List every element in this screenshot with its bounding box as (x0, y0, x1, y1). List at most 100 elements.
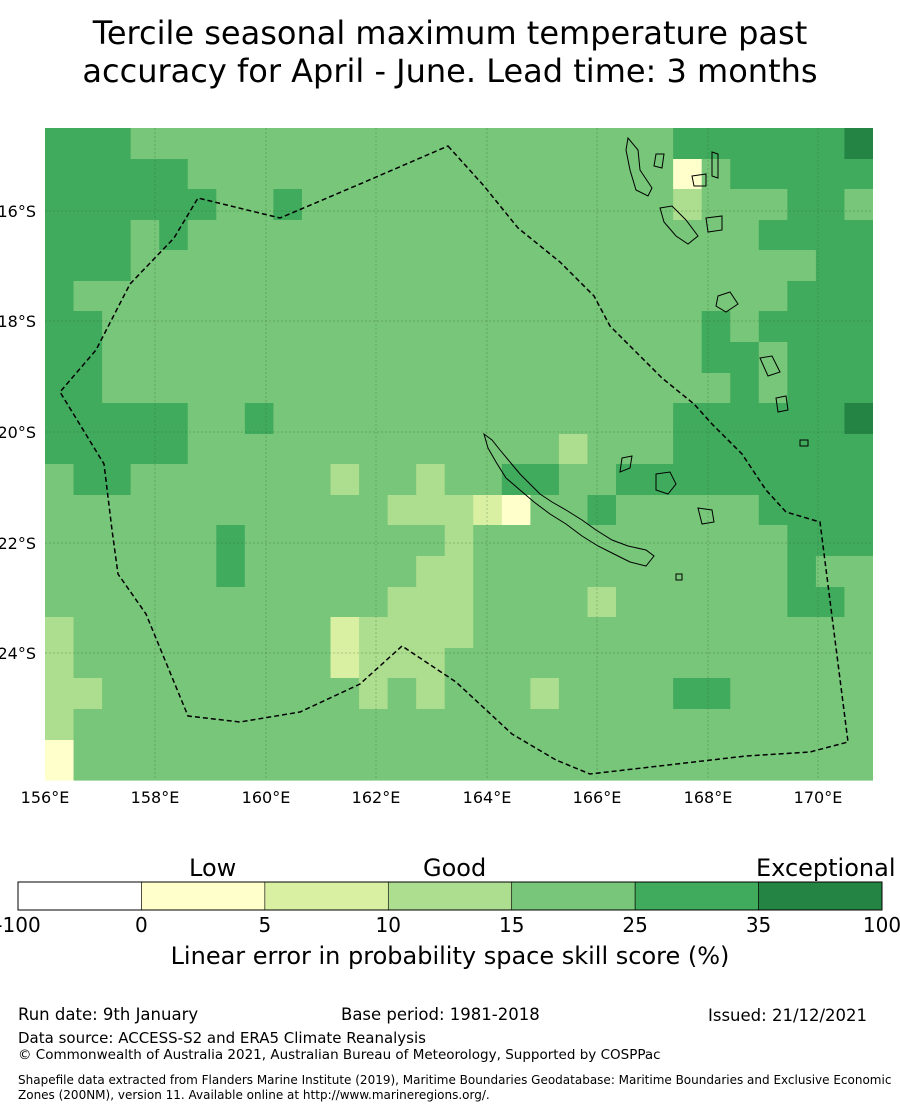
grid-cell (187, 220, 217, 251)
grid-cell (102, 281, 132, 312)
grid-cell (216, 342, 246, 374)
grid-cell (444, 464, 474, 496)
grid-cell (787, 311, 817, 343)
grid-cell (244, 740, 275, 781)
grid-cell (301, 311, 332, 343)
grid-cell (159, 709, 189, 741)
grid-cell (301, 434, 332, 465)
grid-cell (673, 311, 703, 343)
colorbar-tick-label: 5 (258, 913, 272, 937)
grid-cell (73, 740, 103, 781)
grid-cell (159, 464, 189, 496)
grid-cell (673, 189, 703, 221)
grid-cell (45, 311, 75, 343)
grid-cell (359, 189, 389, 221)
grid-cell (587, 342, 617, 374)
grid-cell (273, 250, 303, 282)
colorbar-tick-label: 10 (375, 913, 402, 937)
grid-cell (159, 250, 189, 282)
grid-cell (730, 495, 760, 526)
grid-cell (159, 159, 189, 190)
grid-cell (330, 648, 360, 679)
grid-cell (45, 373, 75, 404)
grid-cell (501, 311, 531, 343)
grid-cell (616, 434, 646, 465)
grid-cell (473, 189, 503, 221)
grid-cell (159, 281, 189, 312)
grid-cell (644, 556, 674, 588)
grid-cell (416, 648, 446, 679)
grid-cell (159, 220, 189, 251)
grid-cell (758, 709, 788, 741)
grid-cell (787, 525, 817, 557)
grid-cell (73, 311, 103, 343)
loyalty-island-2 (655, 471, 677, 495)
grid-cell (359, 740, 389, 781)
grid-cell (473, 587, 503, 618)
lon-tick-label: 168°E (684, 788, 733, 807)
grid-cell (644, 403, 674, 435)
colorbar-segment (634, 881, 759, 911)
grid-cell (644, 189, 674, 221)
grid-cell (387, 525, 417, 557)
grid-cell (787, 159, 817, 190)
grid-cell (758, 678, 788, 710)
grid-cell (301, 281, 332, 312)
grid-cell (473, 250, 503, 282)
grid-cell (673, 250, 703, 282)
vanuatu-south-1 (759, 355, 781, 377)
grid-cell (244, 709, 275, 741)
grid-cell (758, 587, 788, 618)
grid-cell (616, 311, 646, 343)
grid-cell (73, 525, 103, 557)
grid-cell (159, 525, 189, 557)
grid-cell (587, 495, 617, 526)
grid-cell (787, 648, 817, 679)
grid-cell (701, 342, 731, 374)
chart-title: Tercile seasonal maximum temperature pas… (0, 14, 900, 90)
grid-cell (444, 403, 474, 435)
grid-cell (244, 220, 275, 251)
grid-cell (444, 342, 474, 374)
grid-cell (187, 281, 217, 312)
grid-cell (273, 678, 303, 710)
grid-cell (387, 617, 417, 649)
grid-cell (644, 281, 674, 312)
grid-cell (244, 556, 275, 588)
grid-cell (187, 311, 217, 343)
grid-cell (273, 159, 303, 190)
grid-cell (330, 434, 360, 465)
grid-cell (844, 648, 873, 679)
grid-cell (330, 678, 360, 710)
colorbar-tick-label: 25 (622, 913, 648, 937)
grid-cell (758, 617, 788, 649)
grid-cell (416, 342, 446, 374)
grid-cell (216, 403, 246, 435)
grid-cell (815, 220, 846, 251)
grid-cell (673, 587, 703, 618)
grid-cell (130, 189, 160, 221)
grid-cell (102, 342, 132, 374)
grid-cell (558, 709, 589, 741)
grid-cell (530, 220, 560, 251)
grid-cell (216, 250, 246, 282)
grid-cell (359, 495, 389, 526)
grid-cell (130, 128, 160, 160)
grid-cell (758, 434, 788, 465)
grid-cell (216, 648, 246, 679)
grid-cell (444, 740, 474, 781)
grid-cell (330, 128, 360, 160)
lon-tick-label: 164°E (463, 788, 512, 807)
grid-cell (45, 587, 75, 618)
grid-cell (444, 648, 474, 679)
grid-cell (130, 250, 160, 282)
grid-cell (273, 128, 303, 160)
grid-cell (187, 709, 217, 741)
grid-cell (787, 220, 817, 251)
grid-cell (216, 495, 246, 526)
grid-cell (730, 740, 760, 781)
grid-cell (587, 128, 617, 160)
grid-cell (473, 403, 503, 435)
grid-cell (159, 373, 189, 404)
